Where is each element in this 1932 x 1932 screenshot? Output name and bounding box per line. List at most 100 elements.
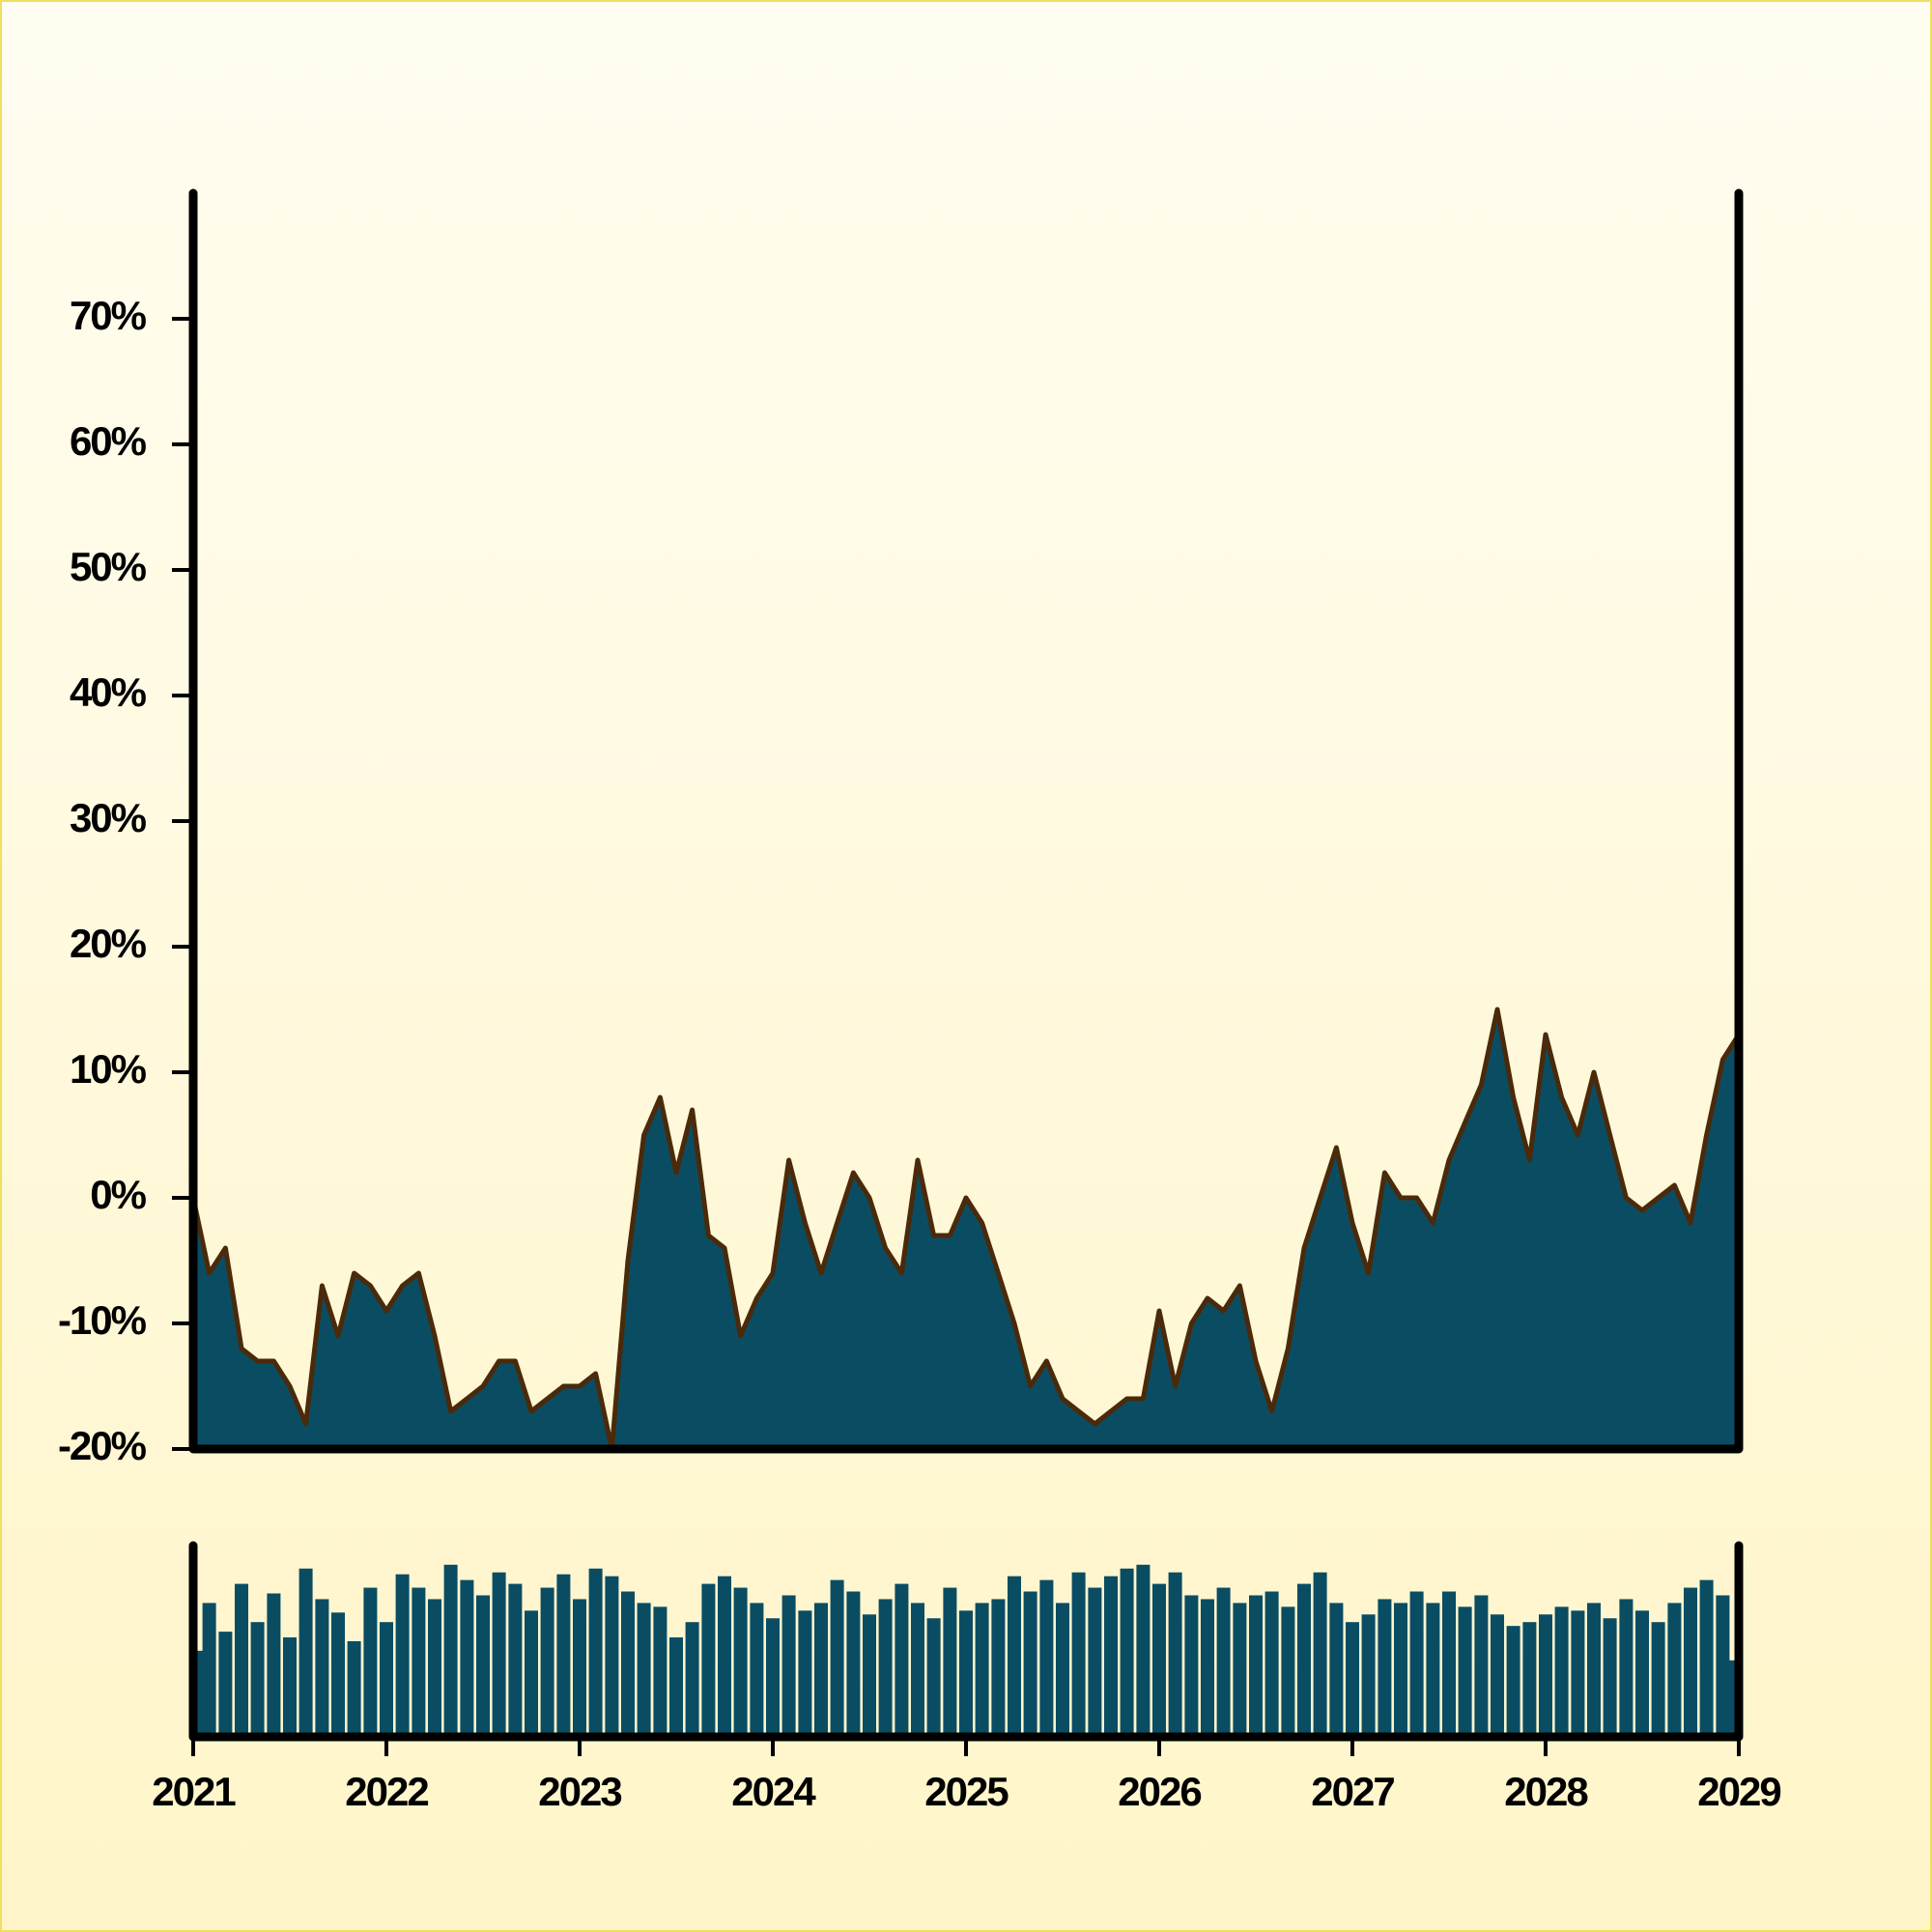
- volume-bar: [1378, 1599, 1392, 1737]
- volume-bar: [1586, 1603, 1602, 1737]
- y-tick-label: 50%: [70, 544, 147, 589]
- volume-bar: [588, 1568, 603, 1737]
- volume-bar: [492, 1572, 506, 1737]
- volume-bar: [427, 1599, 442, 1737]
- volume-bar: [282, 1637, 298, 1737]
- volume-bar: [637, 1603, 651, 1737]
- volume-bar: [701, 1583, 716, 1737]
- y-tick-label: -10%: [58, 1297, 147, 1343]
- volume-bar: [1216, 1587, 1231, 1737]
- volume-bar: [1281, 1606, 1295, 1737]
- x-tick-label: 2028: [1504, 1769, 1588, 1814]
- volume-bar: [1522, 1622, 1537, 1737]
- volume-bar: [1603, 1618, 1617, 1737]
- volume-bar: [1538, 1614, 1553, 1737]
- volume-bar: [653, 1606, 668, 1737]
- volume-bar: [1571, 1610, 1585, 1737]
- y-tick-label: 20%: [70, 921, 147, 966]
- volume-bar: [1619, 1599, 1634, 1737]
- volume-bar: [347, 1641, 361, 1737]
- volume-bar: [1490, 1614, 1505, 1737]
- volume-bar: [1120, 1568, 1134, 1737]
- y-tick-label: 0%: [90, 1172, 146, 1217]
- volume-bar: [475, 1595, 491, 1737]
- volume-bar: [298, 1568, 313, 1737]
- volume-bar: [830, 1579, 844, 1737]
- volume-bar: [395, 1574, 410, 1737]
- volume-bar: [1233, 1603, 1247, 1737]
- x-tick-label: 2024: [731, 1769, 816, 1814]
- volume-bar: [605, 1576, 619, 1737]
- volume-bar: [1200, 1599, 1215, 1737]
- volume-bar: [1441, 1591, 1457, 1737]
- x-tick-label: 2023: [538, 1769, 621, 1814]
- volume-bar: [910, 1603, 925, 1737]
- volume-bar: [315, 1599, 329, 1737]
- volume-bar: [685, 1622, 699, 1737]
- volume-bar: [750, 1603, 764, 1737]
- volume-bar: [926, 1618, 941, 1737]
- volume-bar: [443, 1564, 458, 1737]
- volume-bar: [1039, 1579, 1054, 1737]
- volume-bar: [556, 1574, 571, 1737]
- x-tick-label: 2021: [152, 1769, 236, 1814]
- volume-bar: [1667, 1603, 1682, 1737]
- volume-bar: [862, 1614, 877, 1737]
- volume-bar: [1426, 1603, 1440, 1737]
- volume-bar: [1506, 1626, 1520, 1737]
- volume-bar: [943, 1587, 957, 1737]
- volume-bar: [508, 1583, 523, 1737]
- volume-bar: [1634, 1610, 1650, 1737]
- volume-bar: [846, 1591, 861, 1737]
- volume-bar: [250, 1622, 265, 1737]
- x-tick-label: 2026: [1118, 1769, 1201, 1814]
- volume-bar: [1103, 1576, 1119, 1737]
- volume-bar: [1409, 1591, 1424, 1737]
- volume-bar: [1683, 1587, 1698, 1737]
- x-tick-label: 2027: [1311, 1769, 1394, 1814]
- volume-bar: [460, 1579, 474, 1737]
- volume-bar: [524, 1610, 539, 1737]
- volume-bar: [1554, 1606, 1569, 1737]
- volume-bar: [991, 1599, 1006, 1737]
- line: [190, 1007, 1742, 1452]
- volume-bar: [1264, 1591, 1279, 1737]
- volume-bar: [813, 1603, 829, 1737]
- volume-bar: [234, 1583, 249, 1737]
- volume-bar: [798, 1610, 812, 1737]
- y-tick-label: 70%: [70, 293, 147, 338]
- volume-bar: [878, 1599, 893, 1737]
- volume-bar: [733, 1587, 748, 1737]
- volume-bar: [540, 1587, 554, 1737]
- volume-bar: [1393, 1603, 1408, 1737]
- volume-bar: [1151, 1583, 1167, 1737]
- volume-bar: [1313, 1572, 1327, 1737]
- y-tick-label: 60%: [70, 418, 147, 464]
- frame: [188, 1541, 1744, 1742]
- volume-bar: [1699, 1579, 1714, 1737]
- y-tick-label: 30%: [70, 795, 147, 840]
- volume-bar: [1023, 1591, 1037, 1737]
- volume-bar: [1168, 1572, 1182, 1737]
- volume-bar: [330, 1612, 346, 1737]
- volume-bar: [781, 1595, 796, 1737]
- volume-bar: [267, 1593, 281, 1737]
- volume-bar: [1248, 1595, 1264, 1737]
- volume-bar: [895, 1583, 909, 1737]
- volume-bar: [958, 1610, 974, 1737]
- volume-bar: [379, 1622, 394, 1737]
- volume-bar: [1071, 1572, 1086, 1737]
- y-tick-label: 10%: [70, 1046, 147, 1092]
- volume-bar: [1329, 1603, 1344, 1737]
- volume-bar: [765, 1618, 781, 1737]
- volume-bar: [1007, 1576, 1022, 1737]
- volume-bar: [1296, 1583, 1312, 1737]
- x-tick-label: 2025: [924, 1769, 1009, 1814]
- volume-bar: [1088, 1587, 1102, 1737]
- volume-bar: [1361, 1614, 1376, 1737]
- volume-bar: [412, 1587, 426, 1737]
- frame: [188, 188, 1744, 1454]
- volume-bar: [1184, 1595, 1199, 1737]
- volume-bar: [1136, 1564, 1151, 1737]
